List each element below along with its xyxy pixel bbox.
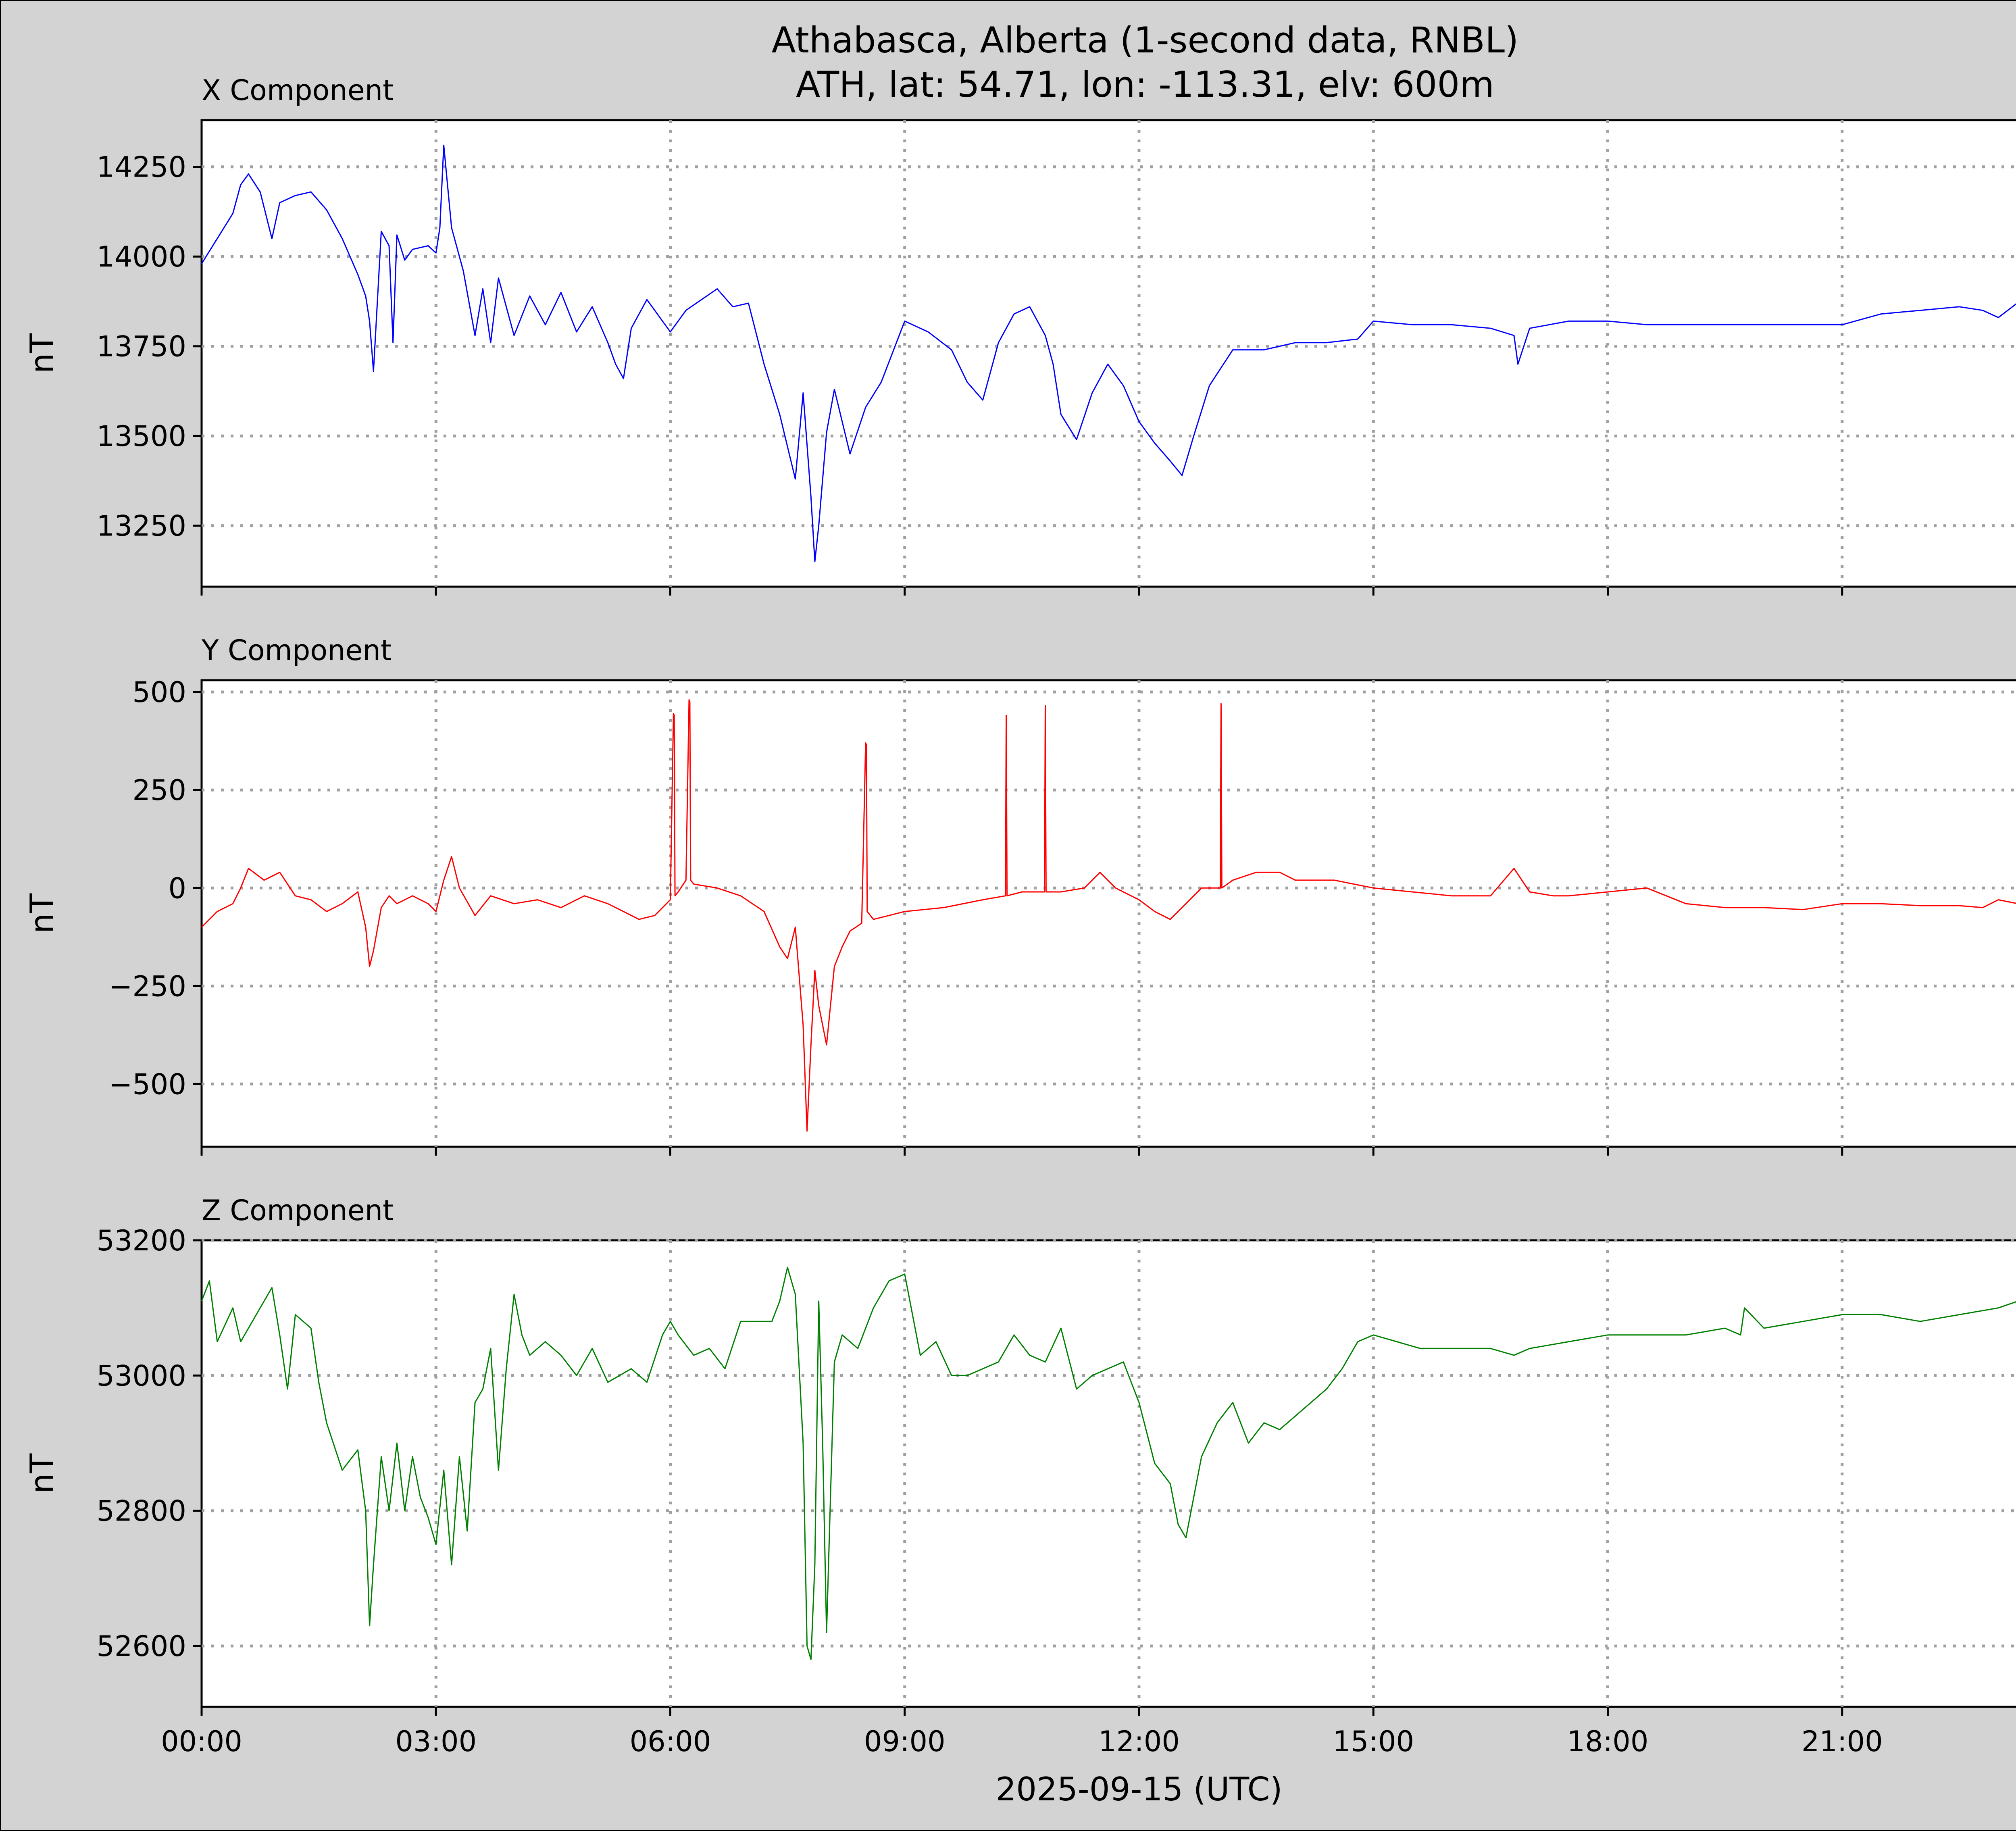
y-tick-label: 53000 [96,1359,186,1392]
chart-title: Athabasca, Alberta (1-second data, RNBL) [772,19,1519,61]
y-axis-label: nT [23,333,61,374]
y-tick-label: 500 [132,676,186,709]
series-line-x-component [201,144,2016,562]
x-tick-label: 18:00 [1567,1725,1649,1758]
x-tick-label: 21:00 [1801,1725,1883,1758]
y-tick-label: 52800 [96,1495,186,1528]
x-tick-label: 15:00 [1333,1725,1414,1758]
panel-title: X Component [202,74,394,107]
x-tick-label: 03:00 [395,1725,477,1758]
panel-3: Z Component 52600 52800 53000 53200 nT [23,1194,2016,1716]
panel-title: Z Component [202,1194,394,1227]
y-tick-label: −250 [109,970,186,1003]
x-tick-label: 12:00 [1098,1725,1180,1758]
x-tick-label: 00:00 [161,1725,242,1758]
series-line-z-component [201,1266,2016,1660]
chart-subtitle: ATH, lat: 54.71, lon: -113.31, elv: 600m [796,64,1494,105]
plot-area [200,119,2016,588]
y-tick-label: 14250 [96,151,186,184]
y-tick-label: 250 [132,774,186,807]
panels-layer: X Component1325013500137501400014250nTY … [23,74,2016,1758]
plot-area [200,679,2016,1148]
y-tick-label: 0 [168,872,186,905]
plot-area [200,1239,2016,1708]
x-tick-label: 06:00 [630,1725,711,1758]
y-tick-label: −500 [109,1068,186,1101]
x-axis-label: 2025-09-15 (UTC) [996,1771,1282,1808]
panel-2: Y Component −500 −250 0 250 500 nT [23,634,2016,1156]
panel-title: Y Component [201,634,392,667]
y-axis-label: nT [23,893,61,934]
y-tick-label: 13250 [96,510,186,543]
y-tick-label: 53200 [96,1224,186,1257]
y-tick-label: 14000 [96,240,186,273]
x-tick-label: 09:00 [864,1725,946,1758]
series-line-y-component [201,699,2016,1132]
panel-1: X Component 13250 13500 13750 14000 14250 nT [23,74,2016,596]
y-tick-label: 13500 [96,420,186,453]
y-axis-label: nT [23,1453,61,1494]
y-tick-label: 52600 [96,1630,186,1663]
y-tick-label: 13750 [96,330,186,363]
